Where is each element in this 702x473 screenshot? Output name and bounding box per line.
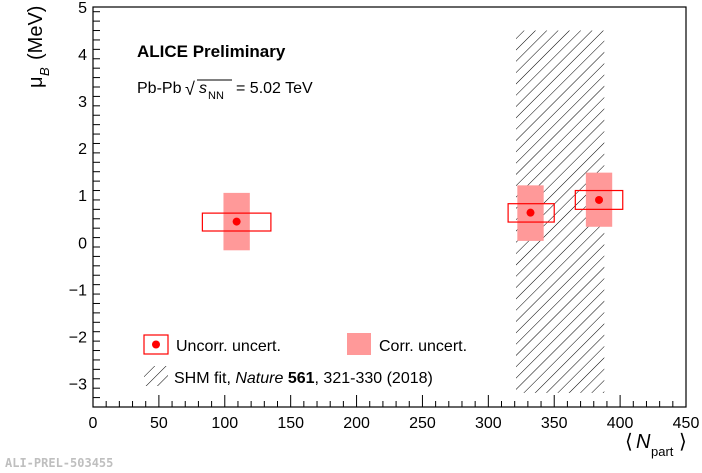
- legend-uncorr-marker: [152, 340, 160, 349]
- y-label-sub: B: [37, 67, 52, 76]
- uncorr-uncert-box: [201, 212, 272, 232]
- x-tick-label: 350: [541, 415, 568, 432]
- chart-title: ALICE Preliminary: [137, 42, 286, 61]
- x-label-close: ⟩: [679, 431, 687, 453]
- uncorr-uncert-box: [574, 189, 624, 210]
- x-tick-label: 50: [150, 415, 168, 432]
- x-tick-label: 250: [409, 415, 436, 432]
- x-tick-label: 200: [343, 415, 370, 432]
- x-tick-label: 100: [211, 415, 238, 432]
- y-tick-label: 4: [78, 47, 87, 64]
- y-label-unit: (MeV): [25, 6, 47, 60]
- sqrt-symbol: √: [185, 79, 195, 99]
- x-tick-label: 150: [277, 415, 304, 432]
- x-label-sub: part: [651, 444, 674, 459]
- legend-corr-label: Corr. uncert.: [379, 338, 467, 355]
- x-tick-label: 300: [475, 415, 502, 432]
- x-label-main: N: [636, 431, 651, 453]
- legend-shm-swatch: [144, 366, 168, 386]
- y-tick-label: −1: [69, 282, 87, 299]
- legend: Uncorr. uncert. Corr. uncert. SHM fit, N…: [143, 333, 467, 387]
- y-tick-label: 5: [78, 0, 87, 17]
- legend-uncorr-swatch: [143, 334, 169, 355]
- y-axis-label: μ B (MeV): [25, 6, 52, 88]
- y-tick-label: 1: [78, 188, 87, 205]
- y-tick-label: 0: [78, 235, 87, 252]
- y-tick-label: 2: [78, 141, 87, 158]
- x-axis-label: ⟨ N part ⟩: [625, 431, 687, 459]
- x-tick-label: 0: [89, 415, 98, 432]
- y-label-main: μ: [25, 76, 47, 88]
- y-tick-label: 3: [78, 94, 87, 111]
- data-point: [232, 217, 241, 226]
- legend-corr-swatch: [347, 333, 371, 355]
- plot-frame: [92, 6, 687, 408]
- marker-layer: [232, 195, 604, 226]
- legend-shm-label: SHM fit, Nature 561, 321-330 (2018): [174, 370, 433, 387]
- data-point: [526, 208, 535, 217]
- uncorr-uncert-layer: [201, 189, 624, 232]
- legend-uncorr-label: Uncorr. uncert.: [176, 338, 281, 355]
- s-variable: s: [199, 80, 207, 97]
- data-point: [595, 195, 604, 204]
- x-tick-label: 450: [673, 415, 700, 432]
- y-tick-label: −2: [69, 329, 87, 346]
- x-tick-label: 400: [607, 415, 634, 432]
- y-tick-label: −3: [69, 376, 87, 393]
- x-label-open: ⟨: [625, 431, 633, 453]
- x-ticks: 0 50 100 150 200 250 300 350 400 450: [89, 395, 700, 432]
- system-label: Pb-Pb: [137, 80, 182, 97]
- energy-label: Pb-Pb √ s NN = 5.02 TeV: [137, 79, 313, 102]
- y-ticks: −3 −2 −1 0 1 2 3 4 5: [69, 0, 100, 408]
- nn-subscript: NN: [208, 90, 224, 102]
- energy-value: = 5.02 TeV: [236, 80, 313, 97]
- footer-id: ALI-PREL-503455: [5, 456, 113, 470]
- uncorr-uncert-box: [507, 203, 555, 223]
